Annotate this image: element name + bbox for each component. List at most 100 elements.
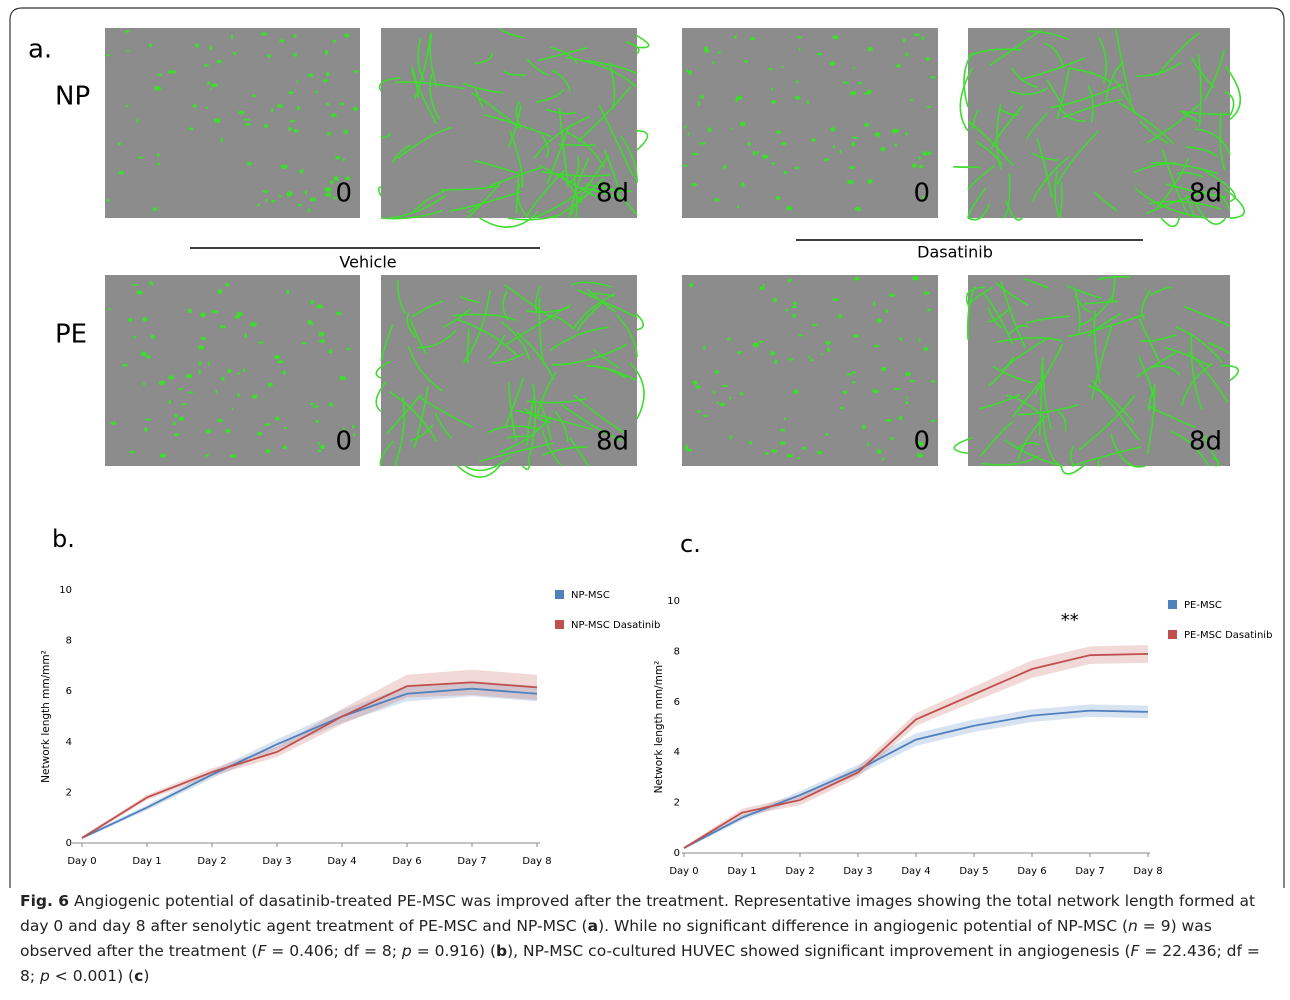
cell-network: [1071, 446, 1141, 467]
cell-network: [540, 403, 553, 441]
cell-network: [1096, 458, 1101, 467]
cell-network: [396, 126, 452, 159]
cell-network: [560, 174, 583, 204]
cell: [851, 381, 856, 384]
cell-network: [569, 437, 590, 467]
cell-network: [492, 352, 525, 364]
micrograph: 8d: [377, 27, 650, 228]
cell-network: [521, 455, 531, 470]
cell: [905, 396, 908, 399]
cell-network: [429, 73, 441, 120]
cell-network: [1043, 42, 1065, 68]
cell: [277, 103, 283, 108]
cell-network: [1084, 300, 1119, 305]
cell-network: [586, 59, 638, 75]
y-tick-label: 8: [674, 646, 680, 657]
cell: [882, 457, 885, 461]
cell-network: [1060, 463, 1087, 475]
cell: [740, 182, 745, 188]
caption-text: Angiogenic potential of dasatinib-treate…: [20, 892, 1256, 935]
cell: [722, 384, 728, 388]
cell: [697, 410, 702, 414]
cell: [867, 46, 873, 52]
x-tick-label: Day 6: [392, 856, 421, 867]
cell: [110, 421, 117, 425]
cell: [714, 370, 720, 374]
caption-text: = 9) was observed after the treatment (: [20, 917, 1212, 960]
x-tick-label: Day 0: [67, 856, 96, 867]
micrograph: 0: [105, 275, 360, 466]
cell: [329, 180, 334, 185]
cell: [124, 29, 130, 33]
cell: [930, 380, 936, 383]
y-tick-label: 6: [674, 697, 680, 708]
y-axis-label: Network length mm/mm²: [653, 661, 665, 794]
cell-network: [429, 33, 438, 88]
cell-network: [554, 410, 569, 442]
cell-network: [1068, 67, 1113, 84]
cell: [200, 312, 206, 318]
cell: [236, 311, 243, 317]
cell: [873, 344, 880, 348]
cell-network: [967, 164, 996, 190]
cell: [771, 87, 774, 91]
image-background: [682, 275, 938, 466]
cell: [267, 382, 273, 387]
cell-network: [386, 394, 422, 435]
cell-network: [1018, 57, 1085, 81]
cell-network: [573, 394, 627, 435]
cell-network: [1156, 32, 1200, 77]
cell: [767, 67, 773, 71]
cell-network: [1153, 364, 1181, 376]
cell: [200, 337, 207, 341]
cell: [846, 373, 853, 376]
cell: [167, 70, 174, 74]
caption-text: = 0.406; df = 8;: [266, 942, 402, 960]
cell-network: [558, 107, 570, 187]
cell: [280, 164, 286, 168]
cell-network: [1137, 355, 1156, 411]
cell-network: [397, 279, 407, 315]
x-tick-label: Day 4: [901, 866, 930, 877]
cell-network: [407, 345, 444, 392]
cell-network: [499, 27, 524, 39]
cell: [131, 283, 139, 286]
cell: [909, 98, 914, 101]
cell: [217, 418, 224, 423]
cell-network: [1181, 112, 1202, 124]
cell-network: [434, 412, 453, 440]
cell: [188, 127, 194, 131]
cell: [307, 207, 311, 213]
cell: [304, 190, 308, 195]
cell-network: [466, 181, 502, 219]
cell: [219, 324, 227, 329]
cell: [342, 158, 346, 161]
cell: [872, 389, 879, 394]
cell-network: [589, 292, 615, 298]
cell: [839, 149, 842, 155]
cell-network: [577, 85, 632, 142]
cell: [159, 453, 167, 458]
cell: [242, 368, 246, 373]
cell-network: [536, 89, 564, 103]
cell-network: [997, 108, 1020, 117]
cell: [686, 69, 689, 73]
cell-network: [1219, 111, 1226, 171]
time-label: 0: [913, 427, 930, 457]
cell: [687, 132, 690, 136]
cell: [195, 43, 199, 48]
cell: [902, 38, 906, 43]
time-label: 8d: [596, 179, 629, 209]
cell: [788, 358, 794, 361]
cell: [263, 123, 269, 129]
cell: [918, 164, 924, 169]
cell: [185, 373, 193, 379]
time-label: 0: [335, 179, 352, 209]
cell: [837, 314, 843, 319]
y-tick-label: 0: [674, 848, 680, 859]
cell-network: [572, 293, 616, 330]
cell: [286, 289, 290, 295]
cell: [216, 59, 222, 64]
cell: [252, 93, 256, 98]
cell: [257, 431, 263, 436]
